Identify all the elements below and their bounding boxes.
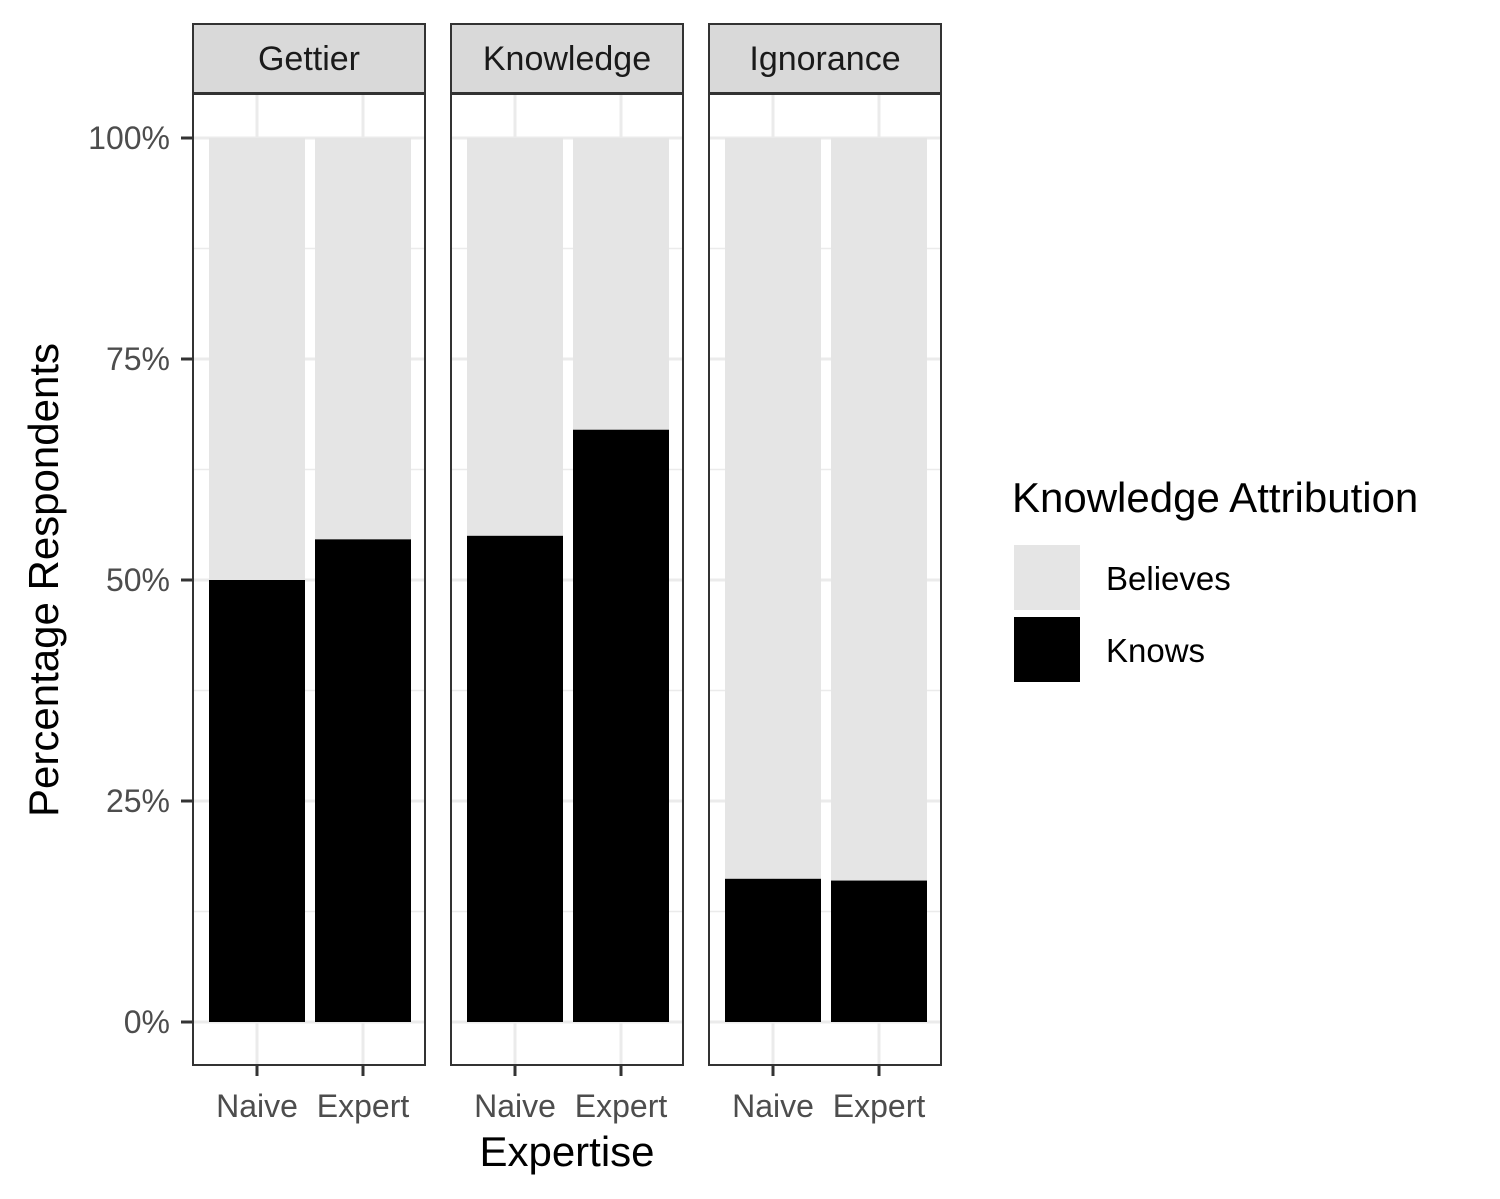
facet-strip-label: Ignorance — [749, 40, 900, 78]
legend-key-knows — [1014, 617, 1080, 682]
y-tick-label: 25% — [106, 783, 170, 819]
y-tick-label: 50% — [106, 562, 170, 598]
facet-strip — [192, 23, 426, 94]
facet-strip-label: Knowledge — [483, 40, 651, 78]
bar-believes-ignorance-expert — [831, 138, 927, 881]
bar-knows-knowledge-naive — [467, 535, 563, 1022]
facet-strip-label: Gettier — [258, 40, 360, 78]
y-axis-title: Percentage Respondents — [20, 343, 67, 817]
x-axis-title: Expertise — [479, 1128, 654, 1175]
bar-believes-knowledge-naive — [467, 138, 563, 536]
facet-panel-gettier: Naive Expert Gettier — [192, 23, 426, 1124]
x-tick-label: Expert — [575, 1088, 668, 1124]
y-tick-label: 75% — [106, 341, 170, 377]
bar-believes-knowledge-expert — [573, 138, 669, 430]
y-tick-label: 0% — [124, 1004, 170, 1040]
bar-believes-gettier-naive — [209, 138, 305, 580]
bar-knows-ignorance-expert — [831, 880, 927, 1022]
x-tick-label: Naive — [732, 1088, 814, 1124]
legend-label-knows: Knows — [1106, 632, 1205, 669]
y-tick-label: 100% — [88, 120, 170, 156]
facet-strip — [708, 23, 942, 94]
legend-label-believes: Believes — [1106, 560, 1231, 597]
x-tick-label: Expert — [317, 1088, 410, 1124]
bar-knows-gettier-naive — [209, 580, 305, 1022]
bar-knows-ignorance-naive — [725, 878, 821, 1022]
x-tick-label: Expert — [833, 1088, 926, 1124]
bar-knows-gettier-expert — [315, 539, 411, 1022]
legend: Knowledge Attribution Believes Knows — [1012, 474, 1418, 682]
x-tick-label: Naive — [216, 1088, 298, 1124]
y-axis: 0% 25% 50% 75% 100% — [88, 120, 193, 1040]
bar-believes-gettier-expert — [315, 138, 411, 540]
bar-believes-ignorance-naive — [725, 138, 821, 879]
legend-key-believes — [1014, 545, 1080, 610]
facet-panel-ignorance: Naive Expert Ignorance — [708, 23, 942, 1124]
legend-title: Knowledge Attribution — [1012, 474, 1418, 521]
facet-strip — [450, 23, 684, 94]
x-tick-label: Naive — [474, 1088, 556, 1124]
bar-knows-knowledge-expert — [573, 429, 669, 1023]
facet-panel-knowledge: Naive Expert Knowledge — [450, 23, 684, 1124]
